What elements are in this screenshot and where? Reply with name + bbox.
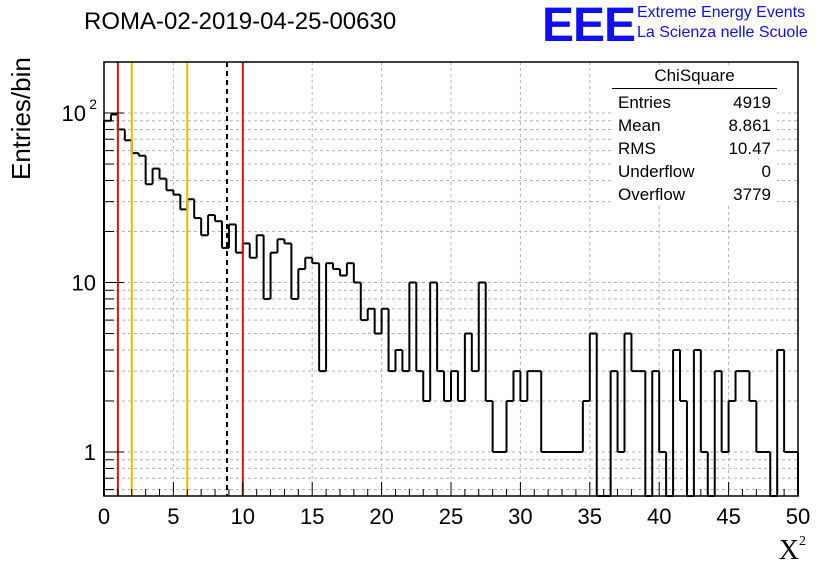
vertical-markers [116,62,244,496]
x-tick-label: 20 [369,504,393,529]
stats-box: ChiSquare Entries 4919 Mean 8.861 RMS 10… [612,66,777,206]
stats-label: Entries [618,93,671,112]
stats-label: Mean [618,116,661,135]
x-axis-label-superscript: 2 [799,534,806,549]
x-tick-label: 10 [231,504,255,529]
x-tick-label: 30 [508,504,532,529]
x-axis-label: X2 [779,534,806,567]
stats-row-rms: RMS 10.47 [612,137,777,160]
stats-label: Overflow [618,185,686,204]
stats-value: 0 [761,162,771,181]
y-tick-label: 10 [62,101,86,126]
x-tick-label: 40 [647,504,671,529]
x-tick-label: 15 [300,504,324,529]
stats-value: 10.47 [728,139,771,158]
axis-ticks [103,61,799,496]
y-tick-label: 1 [84,440,96,465]
stats-row-overflow: Overflow 3779 [612,183,777,206]
stats-label: RMS [618,139,656,158]
x-tick-label: 50 [786,504,810,529]
y-tick-label-exponent: 2 [89,96,97,112]
x-axis-label-base: X [778,535,799,566]
logo-line-1: Extreme Energy Events [637,4,806,21]
x-tick-label: 5 [167,504,179,529]
y-tick-label: 10 [72,271,96,296]
stats-value: 3779 [733,185,771,204]
x-tick-label: 25 [439,504,463,529]
stats-row-entries: Entries 4919 [612,91,777,114]
stats-row-mean: Mean 8.861 [612,114,777,137]
logo-line-2: La Scienza nelle Scuole [637,24,808,41]
histogram-bars [103,113,799,497]
stats-row-underflow: Underflow 0 [612,160,777,183]
x-tick-label: 45 [716,504,740,529]
eee-logo: EEE [542,0,636,52]
stats-value: 8.861 [728,116,771,135]
stats-value: 4919 [733,93,771,112]
y-axis-label: Entries/bin [6,57,36,180]
x-tick-label: 35 [578,504,602,529]
x-tick-label: 0 [98,504,110,529]
stats-label: Underflow [618,162,695,181]
stats-title: ChiSquare [612,66,777,89]
run-title: ROMA-02-2019-04-25-00630 [84,8,397,35]
